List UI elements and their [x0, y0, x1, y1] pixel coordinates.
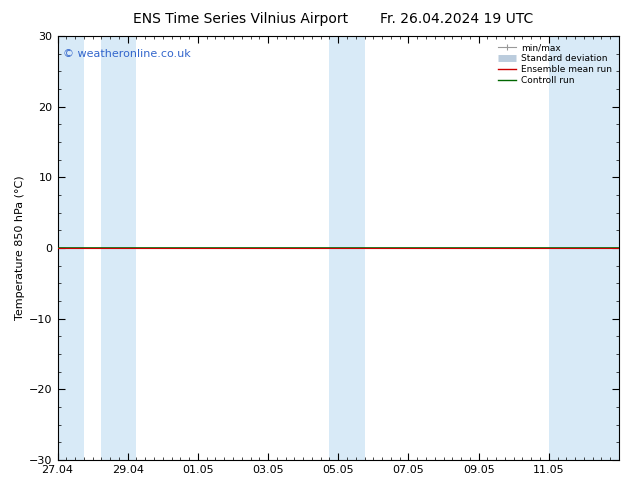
Text: ENS Time Series Vilnius Airport: ENS Time Series Vilnius Airport: [133, 12, 349, 26]
Bar: [58, 36, 84, 460]
Text: © weatheronline.co.uk: © weatheronline.co.uk: [63, 49, 191, 59]
Bar: [330, 36, 365, 460]
Bar: [549, 36, 619, 460]
Y-axis label: Temperature 850 hPa (°C): Temperature 850 hPa (°C): [15, 176, 25, 320]
Bar: [101, 36, 136, 460]
Legend: min/max, Standard deviation, Ensemble mean run, Controll run: min/max, Standard deviation, Ensemble me…: [496, 41, 614, 88]
Text: Fr. 26.04.2024 19 UTC: Fr. 26.04.2024 19 UTC: [380, 12, 533, 26]
